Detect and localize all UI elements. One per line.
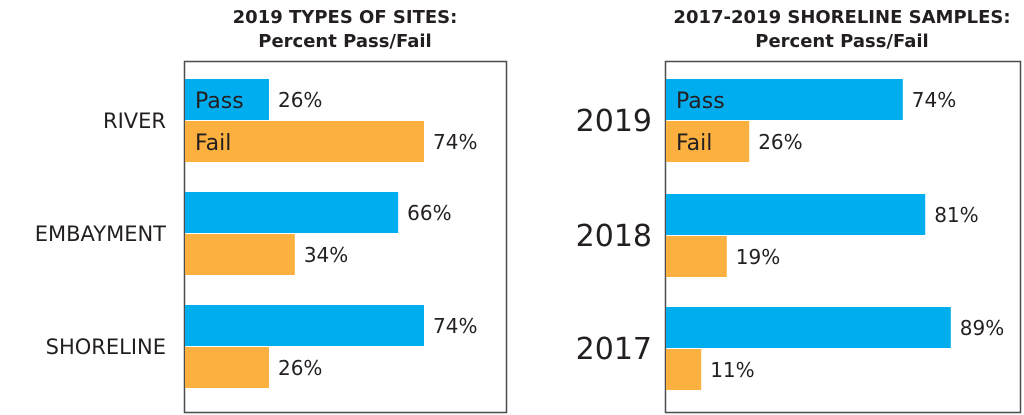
legend-label-fail: Fail <box>676 131 712 156</box>
category-label: SHORELINE <box>46 335 166 359</box>
chart-subtitle: Percent Pass/Fail <box>755 31 928 52</box>
bar-pass <box>185 305 425 346</box>
category-label: 2017 <box>576 332 652 367</box>
bar-pass <box>185 79 269 120</box>
bar-pass <box>666 307 951 348</box>
data-label: 34% <box>304 243 348 267</box>
chart-shoreline-years: 2017-2019 SHORELINE SAMPLES: Percent Pas… <box>576 7 1022 414</box>
bar-group: 2019 Pass 74% Fail 26% 2018 81% 19% 2017 89% 11% <box>576 79 1004 390</box>
chart-title: 2019 TYPES OF SITES: <box>233 7 458 28</box>
bar-pass <box>185 192 399 233</box>
bar-pass <box>666 194 926 235</box>
category-label: 2018 <box>576 219 652 254</box>
data-label: 89% <box>960 316 1004 340</box>
chart-subtitle: Percent Pass/Fail <box>258 31 431 52</box>
bar-fail <box>185 234 295 275</box>
legend-label-pass: Pass <box>676 89 725 114</box>
bar-fail <box>666 349 702 390</box>
bar-pass <box>666 79 903 120</box>
category-label: EMBAYMENT <box>35 222 166 246</box>
bar-fail <box>185 121 425 162</box>
legend-label-fail: Fail <box>195 131 231 156</box>
bar-fail <box>666 121 750 162</box>
data-label: 26% <box>758 130 802 154</box>
bar-group: RIVER Pass 26% Fail 74% EMBAYMENT 66% 34% SHOREL… <box>35 79 477 388</box>
data-label: 74% <box>433 130 477 154</box>
legend-label-pass: Pass <box>195 89 244 114</box>
chart-site-types: 2019 TYPES OF SITES: Percent Pass/Fail R… <box>35 7 508 414</box>
data-label: 26% <box>278 88 322 112</box>
data-label: 74% <box>433 314 477 338</box>
data-label: 19% <box>736 245 780 269</box>
category-label: RIVER <box>103 109 166 133</box>
data-label: 66% <box>407 201 451 225</box>
chart-title: 2017-2019 SHORELINE SAMPLES: <box>673 7 1010 28</box>
category-label: 2019 <box>576 104 652 139</box>
data-label: 11% <box>710 358 754 382</box>
data-label: 26% <box>278 356 322 380</box>
data-label: 81% <box>934 203 978 227</box>
bar-fail <box>666 236 727 277</box>
data-label: 74% <box>912 88 956 112</box>
bar-fail <box>185 347 269 388</box>
